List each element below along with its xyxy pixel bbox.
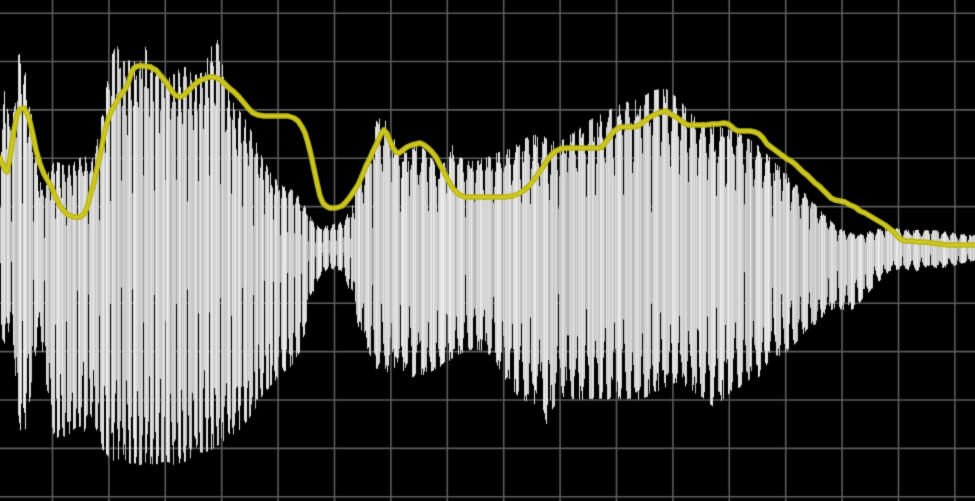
waveform-plot-canvas bbox=[0, 0, 975, 501]
audio-waveform-view bbox=[0, 0, 975, 501]
